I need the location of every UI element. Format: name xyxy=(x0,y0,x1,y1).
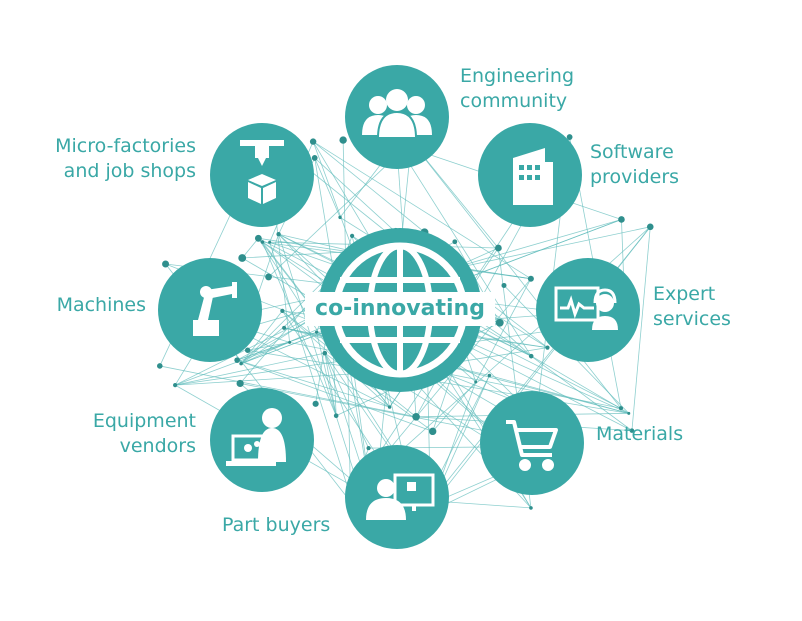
network-dot xyxy=(646,223,654,231)
network-dot xyxy=(311,155,318,161)
network-dot xyxy=(314,330,319,334)
network-line xyxy=(324,352,369,449)
network-line xyxy=(631,226,651,431)
network-line xyxy=(463,339,629,414)
network-dot xyxy=(452,239,458,245)
network-dot xyxy=(428,427,437,436)
network-dot xyxy=(545,345,550,350)
network-dot xyxy=(173,383,178,388)
network-dot xyxy=(412,413,420,421)
network-dot xyxy=(338,215,342,220)
node-engineering-community xyxy=(345,65,449,169)
network-dot xyxy=(387,405,392,409)
label-engineering-community: Engineering community xyxy=(460,65,574,112)
network-dot xyxy=(495,318,504,327)
network-line xyxy=(159,365,417,418)
network-dot xyxy=(528,353,534,359)
network-dot xyxy=(501,282,507,288)
network-dot xyxy=(566,134,573,140)
network-dot xyxy=(529,506,533,510)
network-dot xyxy=(494,244,502,252)
network-dot xyxy=(162,260,170,268)
network-line xyxy=(236,331,317,361)
network-dot xyxy=(322,350,328,356)
network-line xyxy=(312,141,532,280)
network-dot xyxy=(309,138,317,145)
label-part-buyers: Part buyers xyxy=(222,514,331,536)
network-line xyxy=(278,233,354,252)
network-dot xyxy=(366,445,371,451)
network-dot xyxy=(239,361,243,366)
network-line xyxy=(175,352,325,386)
network-dot xyxy=(260,240,265,244)
network-dot xyxy=(627,411,631,415)
node-materials xyxy=(480,391,584,495)
node-part-buyers xyxy=(345,445,449,549)
building-icon xyxy=(513,148,553,205)
network-line xyxy=(312,141,425,233)
node-expert-services xyxy=(536,258,640,362)
robot-arm-icon xyxy=(193,282,237,336)
network-line xyxy=(396,143,532,357)
network-dot xyxy=(629,428,635,433)
shopping-cart-icon xyxy=(506,420,558,471)
label-micro-factories: Micro-factories and job shops xyxy=(55,135,196,182)
node-micro-factories xyxy=(210,123,314,227)
network-dot xyxy=(339,136,347,144)
network-dot xyxy=(333,413,339,419)
network-dot xyxy=(276,232,281,237)
label-expert-services: Expert services xyxy=(653,283,731,330)
network-dot xyxy=(350,233,355,238)
network-dot xyxy=(280,308,285,313)
network-dot xyxy=(268,240,272,244)
network-dot xyxy=(288,340,292,344)
network-dot xyxy=(254,234,262,242)
node-machines xyxy=(158,258,262,362)
network-dot xyxy=(265,273,272,281)
network-line xyxy=(530,355,633,431)
label-machines: Machines xyxy=(56,294,146,316)
network-dot xyxy=(527,275,534,282)
network-line xyxy=(314,157,341,218)
people-group-icon xyxy=(362,89,432,139)
network-dot xyxy=(618,216,625,223)
network-dot xyxy=(244,347,251,353)
network-dot xyxy=(156,363,163,369)
network-dot xyxy=(234,357,240,363)
network-dot xyxy=(236,379,244,388)
label-materials: Materials xyxy=(596,423,684,445)
3d-printer-icon xyxy=(240,140,284,204)
network-line xyxy=(411,141,622,409)
network-line xyxy=(432,381,477,432)
network-dot xyxy=(618,406,624,411)
laptop-gears-icon xyxy=(226,408,286,466)
network-line xyxy=(240,310,283,364)
label-software-providers: Software providers xyxy=(590,141,680,188)
network-dot xyxy=(282,325,287,330)
network-line xyxy=(242,251,354,259)
network-dot xyxy=(312,400,319,407)
network-line xyxy=(241,238,259,259)
network-dot xyxy=(487,373,492,378)
consultant-screen-icon xyxy=(554,286,618,330)
network-line xyxy=(174,342,290,386)
center-label: co-innovating xyxy=(305,292,495,326)
network-line xyxy=(312,141,354,252)
person-monitor-icon xyxy=(366,473,435,520)
network-dot xyxy=(474,380,478,384)
network-dot xyxy=(238,254,247,262)
network-line xyxy=(237,359,390,408)
node-equipment-vendors xyxy=(210,388,314,492)
label-equipment-vendors: Equipment vendors xyxy=(92,410,196,457)
node-software-providers xyxy=(478,123,582,227)
